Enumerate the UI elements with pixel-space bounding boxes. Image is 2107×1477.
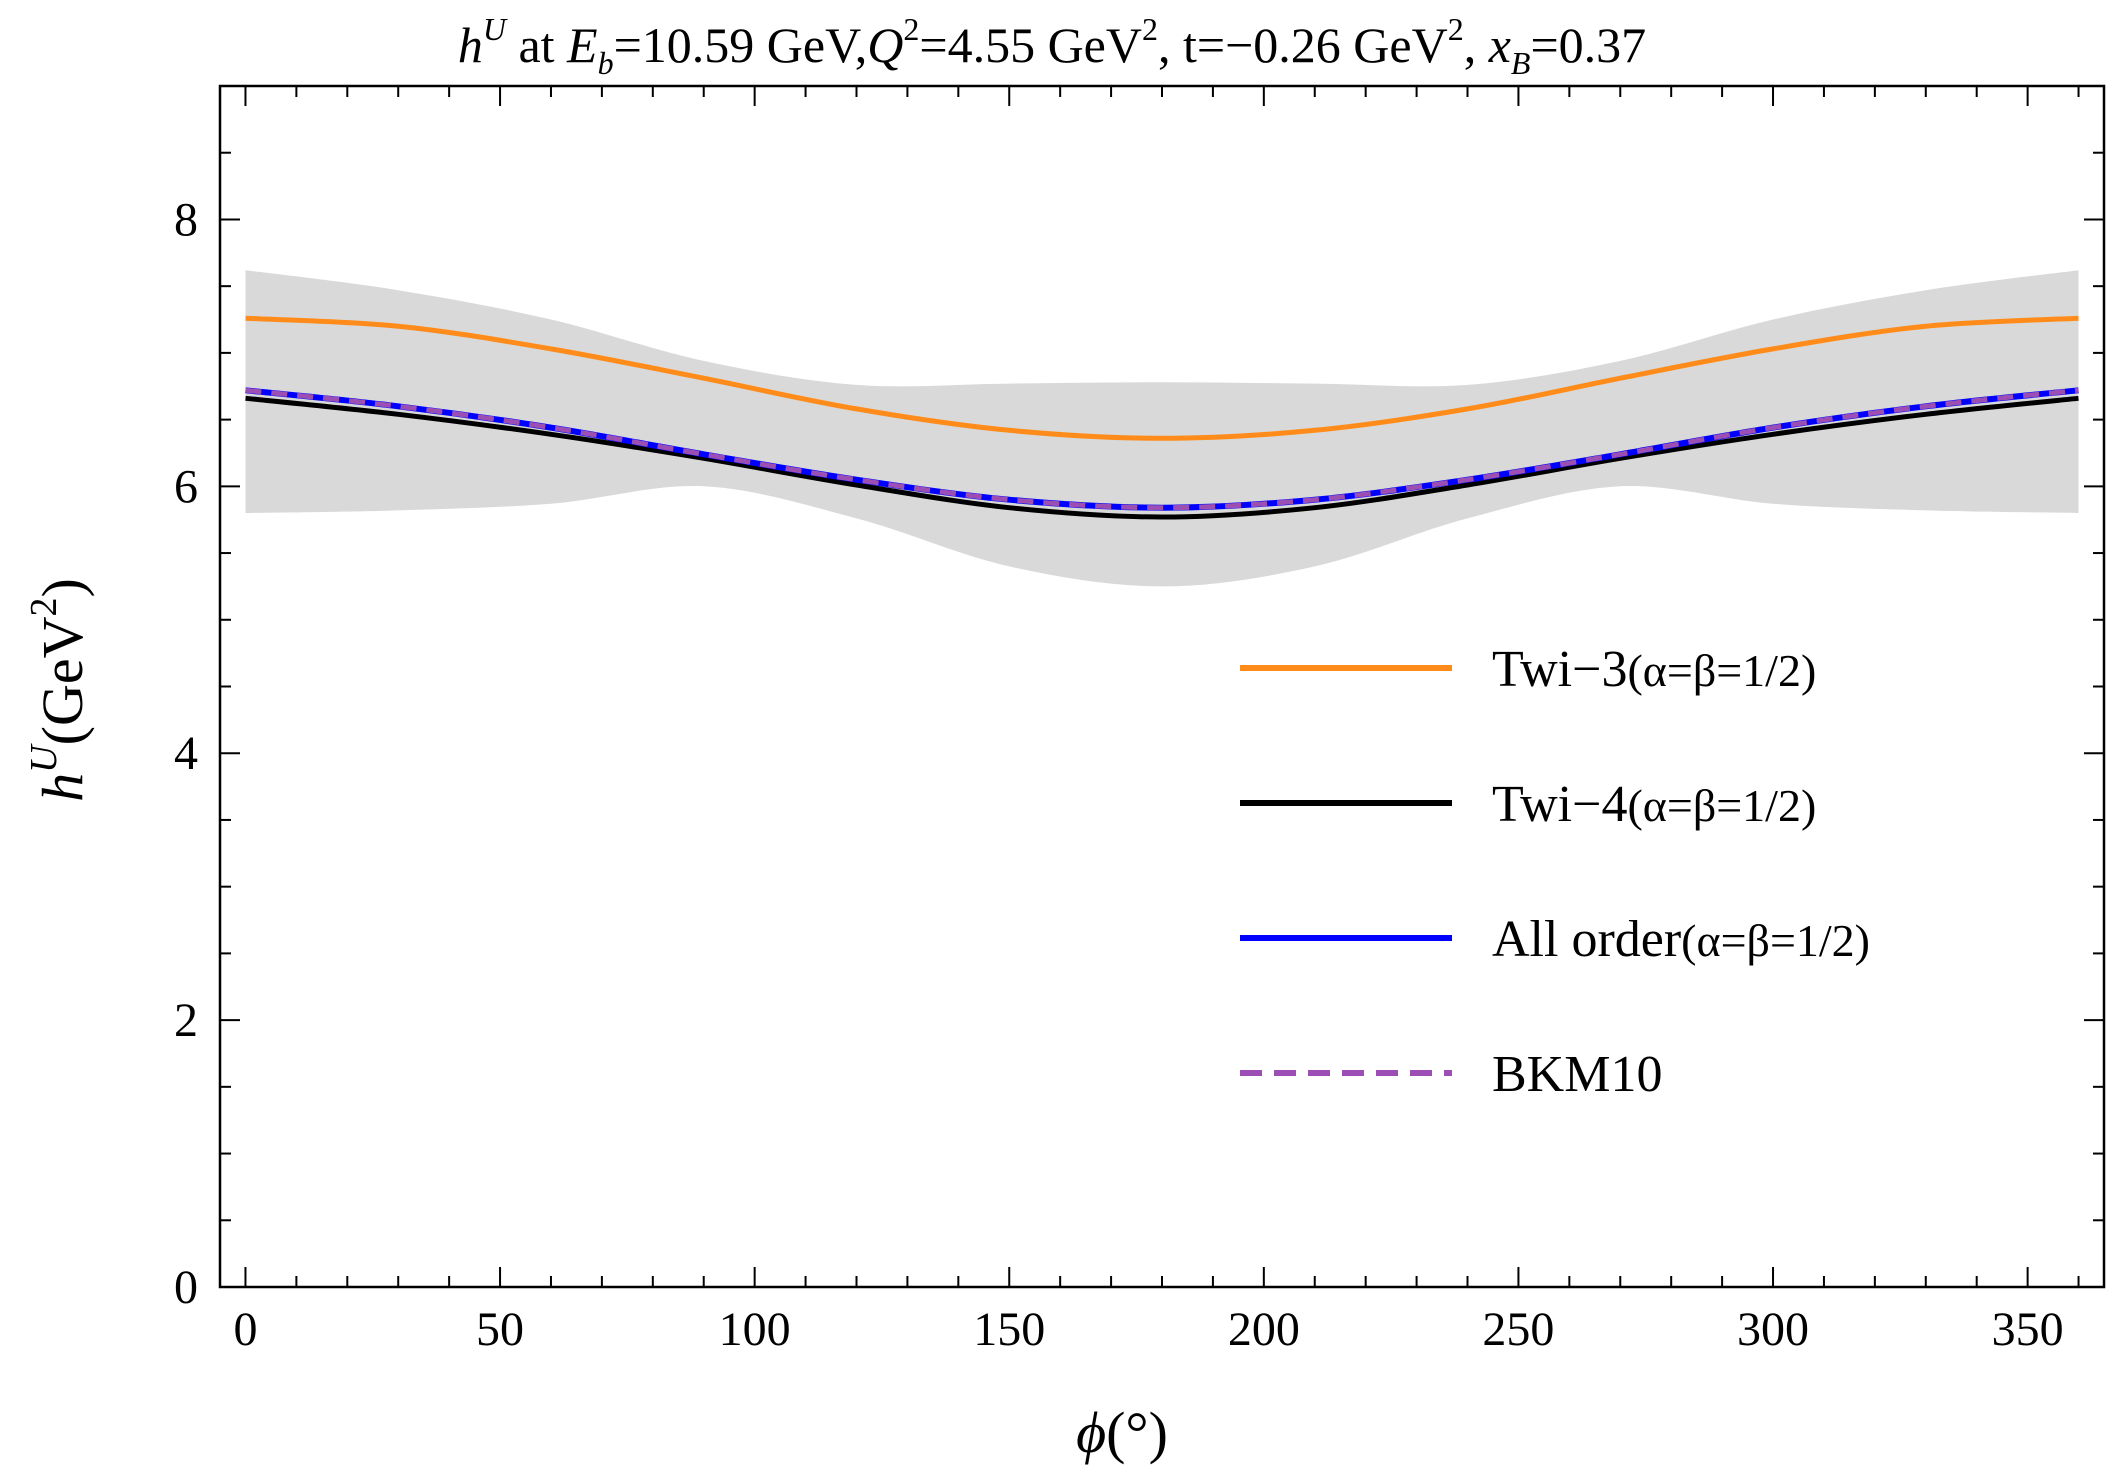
series-line-twi-4 bbox=[245, 395, 2079, 520]
title-part: =4.55 GeV bbox=[919, 17, 1142, 73]
y-axis-label-sup: U bbox=[23, 743, 65, 773]
x-tick-label: 300 bbox=[1737, 1303, 1809, 1356]
legend-label-name: Twi−4 bbox=[1492, 776, 1627, 833]
title-part: 2 bbox=[1142, 11, 1158, 47]
chart-title: hU at Eb=10.59 GeV,Q2=4.55 GeV2, t=−0.26… bbox=[458, 11, 1646, 81]
plot-frame bbox=[218, 84, 2106, 1289]
uncertainty-band bbox=[245, 270, 2079, 587]
title-part: , t=−0.26 GeV bbox=[1158, 17, 1448, 73]
tick-label-layer: 0 50 100 150 200 250 300 350 0 2 4 6 8 bbox=[174, 193, 2064, 1356]
x-axis-label-unit: (°) bbox=[1106, 1400, 1168, 1465]
title-part: 2 bbox=[903, 11, 919, 47]
series-layer bbox=[245, 315, 2079, 520]
y-axis-label-unit-sup: 2 bbox=[23, 598, 65, 617]
title-part: , bbox=[1464, 17, 1489, 73]
title-part: B bbox=[1511, 45, 1531, 81]
title-part: b bbox=[598, 45, 614, 81]
title-symbol-sup: U bbox=[483, 11, 508, 47]
legend-label: BKM10 bbox=[1492, 1046, 1662, 1103]
legend-label: All order(α=β=1/2) bbox=[1492, 911, 1870, 968]
title-part: Q bbox=[867, 17, 903, 73]
legend-label-params: (α=β=1/2) bbox=[1627, 780, 1816, 831]
legend-label-name: BKM10 bbox=[1492, 1046, 1662, 1103]
legend-label: Twi−4(α=β=1/2) bbox=[1492, 776, 1816, 833]
y-axis-label-unit-close: ) bbox=[30, 578, 95, 597]
title-part: x bbox=[1488, 17, 1511, 73]
title-part: E bbox=[566, 17, 598, 73]
x-tick-label: 350 bbox=[1992, 1303, 2064, 1356]
x-tick-label: 200 bbox=[1228, 1303, 1300, 1356]
x-tick-label: 100 bbox=[719, 1303, 791, 1356]
y-axis-label-symbol: h bbox=[30, 773, 95, 802]
legend-label-name: Twi−3 bbox=[1492, 641, 1627, 698]
series-line-bkm10 bbox=[245, 387, 2079, 511]
x-axis-label: ϕ(°) bbox=[1076, 1400, 1168, 1465]
uncertainty-band-layer bbox=[245, 270, 2079, 587]
legend: Twi−3(α=β=1/2)Twi−4(α=β=1/2)All order(α=… bbox=[1240, 641, 1870, 1103]
legend-label-params: (α=β=1/2) bbox=[1681, 915, 1870, 966]
y-tick-label: 8 bbox=[174, 193, 198, 246]
tick-layer bbox=[220, 85, 2104, 1288]
y-tick-label: 2 bbox=[174, 994, 198, 1047]
title-part: =0.37 bbox=[1530, 17, 1646, 73]
y-tick-label: 6 bbox=[174, 460, 198, 513]
x-tick-label: 50 bbox=[476, 1303, 524, 1356]
x-tick-label: 0 bbox=[233, 1303, 257, 1356]
legend-label-params: (α=β=1/2) bbox=[1627, 645, 1816, 696]
x-tick-label: 250 bbox=[1482, 1303, 1554, 1356]
legend-label: Twi−3(α=β=1/2) bbox=[1492, 641, 1816, 698]
x-axis-label-symbol: ϕ bbox=[1076, 1400, 1106, 1465]
title-symbol: h bbox=[458, 17, 483, 73]
y-axis-label-unit: (GeV bbox=[30, 616, 95, 745]
title-part: at bbox=[506, 17, 567, 73]
x-tick-label: 150 bbox=[973, 1303, 1045, 1356]
title-part: =10.59 GeV, bbox=[614, 17, 868, 73]
y-tick-label: 4 bbox=[174, 727, 198, 780]
y-axis-label: hU(GeV2) bbox=[23, 578, 95, 802]
legend-label-name: All order bbox=[1492, 911, 1681, 968]
y-tick-label: 0 bbox=[174, 1261, 198, 1314]
series-line-twi-3 bbox=[245, 315, 2079, 441]
title-part: 2 bbox=[1448, 11, 1464, 47]
